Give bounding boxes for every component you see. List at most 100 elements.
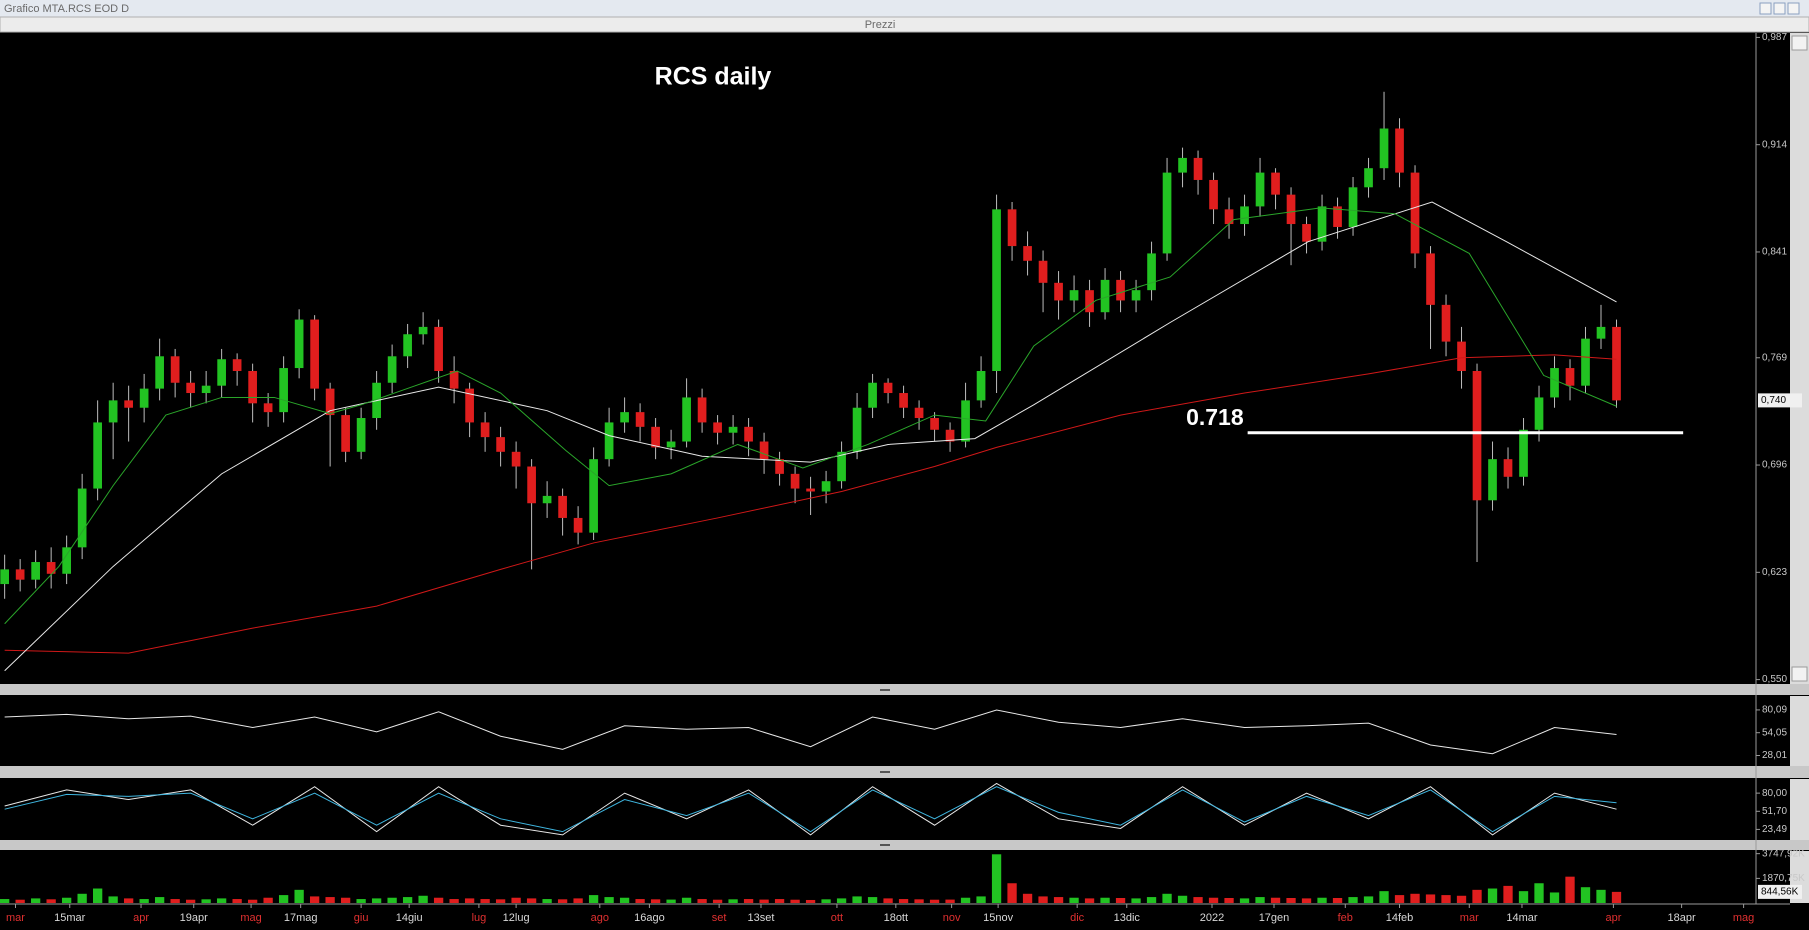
y-tick-label: 51,70 xyxy=(1762,806,1787,817)
scrollbar[interactable] xyxy=(1790,33,1809,684)
candle-body xyxy=(976,370,986,401)
candle-body xyxy=(77,488,87,548)
volume-bar xyxy=(821,899,831,903)
volume-bar xyxy=(30,898,41,903)
scroll-up[interactable] xyxy=(1791,35,1808,51)
x-tick-label: 16ago xyxy=(634,912,665,924)
candle-body xyxy=(1488,459,1497,501)
volume-bar xyxy=(449,899,459,903)
x-tick-label: dic xyxy=(1070,912,1085,924)
x-tick-label: ago xyxy=(591,912,609,924)
candle-body xyxy=(1178,157,1187,173)
candle-body xyxy=(465,388,474,423)
candle-body xyxy=(201,385,211,394)
candle-body xyxy=(573,517,583,533)
volume-bar xyxy=(1518,891,1529,903)
volume-bar xyxy=(402,897,413,903)
window-title: Grafico MTA.RCS EOD D xyxy=(4,3,129,15)
candle-body xyxy=(480,422,490,438)
candle-body xyxy=(1193,157,1203,180)
candle-body xyxy=(1519,429,1528,477)
volume-bar xyxy=(619,897,630,903)
candle-body xyxy=(434,326,443,371)
panel-header xyxy=(0,16,1809,33)
candle-body xyxy=(1348,187,1358,227)
candle-body xyxy=(1147,253,1156,291)
volume-bar xyxy=(15,899,25,903)
plot-layer: 0,987 0,914 0,841 0,769 0,696 0,623 0,550 RCS d… xyxy=(0,32,1805,924)
y-tick-label: 1870,75K xyxy=(1762,873,1805,884)
volume-bar xyxy=(1363,896,1374,903)
candle-body xyxy=(1581,338,1590,386)
candle-body xyxy=(1550,368,1559,398)
volume-bar xyxy=(201,899,211,903)
candle-body xyxy=(46,562,56,574)
candle-body xyxy=(930,418,939,430)
candle-body xyxy=(775,459,784,474)
last-value-label: 0,740 xyxy=(1761,395,1786,406)
panel-separator[interactable] xyxy=(0,684,1809,695)
x-tick-label: set xyxy=(712,912,727,924)
last-value-tag xyxy=(1758,393,1802,408)
volume-bar xyxy=(666,899,676,903)
candle-body xyxy=(589,459,598,533)
indicator-line xyxy=(4,786,1617,833)
candle-body xyxy=(341,415,350,452)
candle-body xyxy=(232,359,242,371)
volume-bar xyxy=(1022,893,1033,903)
volume-bar xyxy=(1255,897,1265,903)
volume-bar xyxy=(852,896,862,903)
x-tick-label: 18apr xyxy=(1668,912,1696,924)
volume-bar xyxy=(340,897,351,903)
scroll-down[interactable] xyxy=(1791,666,1808,682)
x-tick-label: apr xyxy=(133,912,149,924)
candle-body xyxy=(1317,206,1327,242)
candle-body xyxy=(155,356,164,389)
volume-bar xyxy=(356,899,366,903)
candle-body xyxy=(0,569,9,585)
candle-body xyxy=(186,382,195,394)
maximize-button[interactable] xyxy=(1773,2,1786,15)
candle-body xyxy=(1534,397,1544,430)
volume-bar xyxy=(433,897,444,903)
x-tick-label: lug xyxy=(472,912,487,924)
candle-body xyxy=(325,388,335,416)
candle-body xyxy=(899,393,908,408)
volume-bar xyxy=(108,896,118,903)
y-tick-label: 0,914 xyxy=(1762,139,1787,150)
y-tick-label: 0,696 xyxy=(1762,460,1787,471)
panel xyxy=(4,709,1617,755)
candle-body xyxy=(15,569,25,580)
candle-body xyxy=(666,441,676,448)
panel-separator[interactable] xyxy=(0,840,1809,850)
panel-separator[interactable] xyxy=(0,766,1809,778)
volume-bar xyxy=(1549,892,1560,903)
volume-bar xyxy=(1611,891,1622,903)
x-tick-label: 15nov xyxy=(983,912,1013,924)
volume-bar xyxy=(604,897,614,903)
volume-bar xyxy=(728,899,738,903)
volume-bar xyxy=(573,898,583,903)
candle-body xyxy=(542,495,552,504)
candle-body xyxy=(139,388,149,408)
x-tick-label: 12lug xyxy=(503,912,530,924)
candle-body xyxy=(108,400,118,423)
last-value-label: 844,56K xyxy=(1761,887,1799,898)
volume-bar xyxy=(511,897,521,903)
volume-bar xyxy=(1379,891,1389,903)
volume-bar xyxy=(46,899,56,903)
candle-body xyxy=(558,495,567,518)
close-button[interactable] xyxy=(1787,2,1800,15)
scrollbar[interactable] xyxy=(1790,779,1809,840)
volume-bar xyxy=(898,899,909,903)
minimize-button[interactable] xyxy=(1759,2,1772,15)
x-tick-label: 14giu xyxy=(396,912,423,924)
candle-body xyxy=(263,403,273,413)
candle-body xyxy=(1271,172,1280,195)
candle-body xyxy=(449,370,459,389)
volume-bar xyxy=(387,897,397,903)
scrollbar[interactable] xyxy=(1790,696,1809,766)
volume-bar xyxy=(650,899,661,903)
y-tick-label: 80,09 xyxy=(1762,705,1787,716)
